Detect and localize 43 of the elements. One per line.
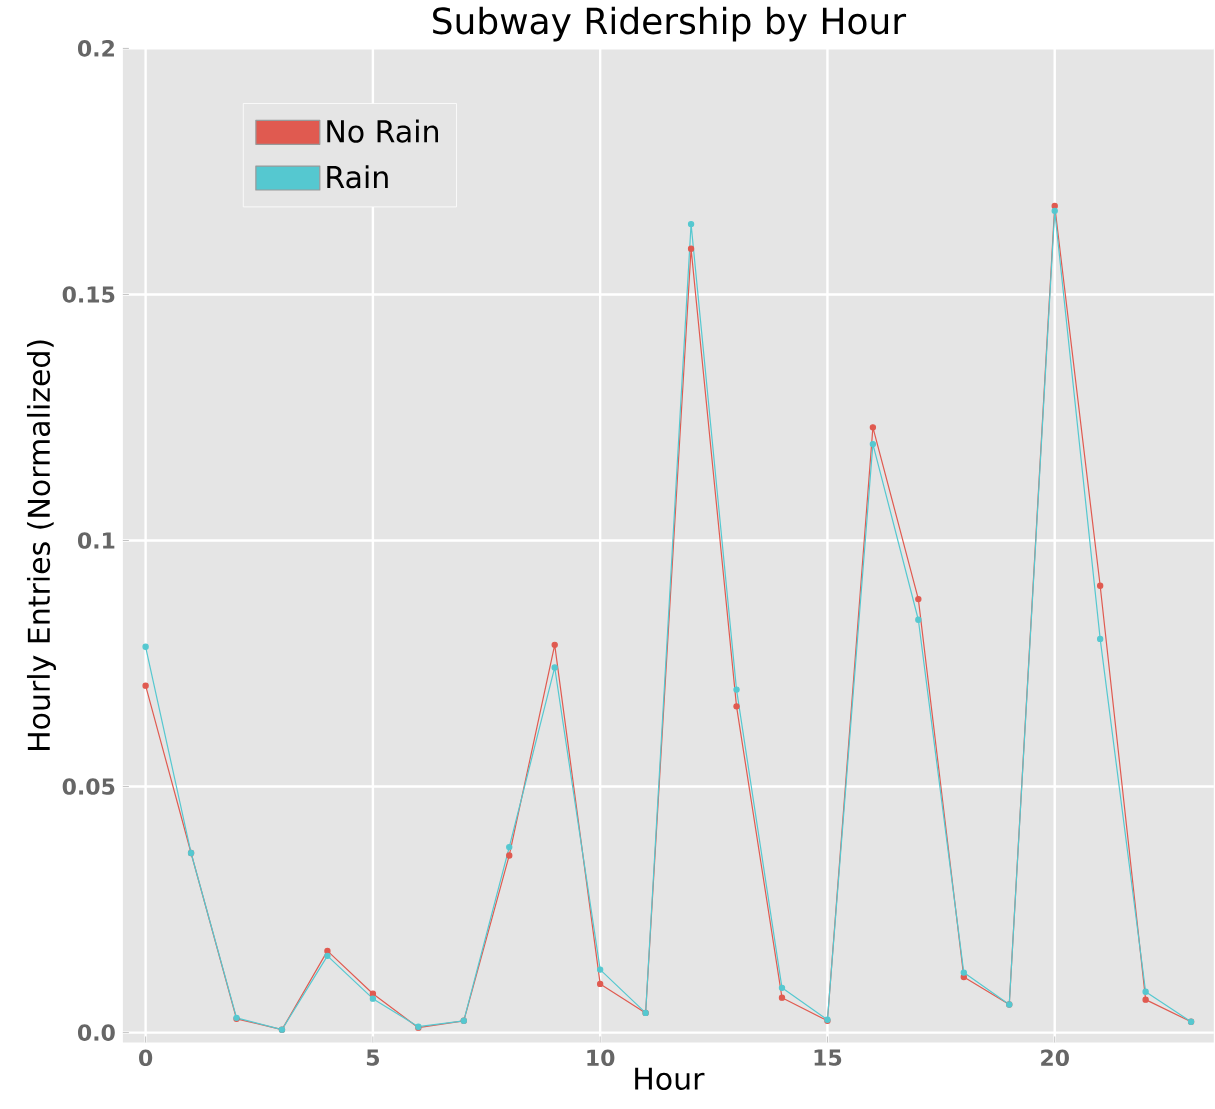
point <box>1142 988 1149 995</box>
point <box>369 995 377 1002</box>
point <box>733 686 740 693</box>
point <box>551 641 558 648</box>
y-tick-label: 0.15 <box>62 285 115 303</box>
point <box>551 664 558 671</box>
point <box>596 966 604 973</box>
point <box>506 852 513 859</box>
y-axis-title: Hourly Entries (Normalized) <box>26 340 56 750</box>
point <box>733 702 740 710</box>
point <box>1051 202 1058 209</box>
point <box>324 952 331 959</box>
x-axis-title: Hour <box>635 1067 705 1090</box>
point <box>142 682 149 689</box>
point <box>869 423 877 431</box>
point <box>1096 582 1104 589</box>
x-tick-label: 10 <box>587 1049 615 1066</box>
x-tick-label: 15 <box>814 1049 842 1066</box>
point <box>142 643 149 650</box>
point <box>869 440 877 448</box>
point <box>1142 996 1149 1003</box>
point <box>1096 635 1104 642</box>
x-tick-label: 20 <box>1041 1049 1069 1066</box>
point <box>687 245 695 252</box>
point <box>960 969 967 976</box>
point <box>1051 207 1058 214</box>
point <box>506 843 513 851</box>
point <box>915 595 922 603</box>
point <box>324 947 331 954</box>
point <box>778 994 786 1001</box>
point <box>687 220 695 228</box>
x-tick-label: 5 <box>366 1049 380 1066</box>
point <box>778 984 786 991</box>
y-tick-label: 0.0 <box>77 1024 115 1041</box>
y-tick-label: 0.2 <box>77 39 114 57</box>
x-tick-label: 0 <box>139 1049 153 1066</box>
y-tick-label: 0.1 <box>77 531 115 549</box>
point <box>915 616 922 623</box>
legend-label: Rain <box>327 164 388 189</box>
chart-title: Subway Ridership by Hour <box>433 6 907 42</box>
point <box>596 980 604 987</box>
y-tick-label: 0.05 <box>62 778 115 795</box>
legend-label: No Rain <box>327 119 438 143</box>
